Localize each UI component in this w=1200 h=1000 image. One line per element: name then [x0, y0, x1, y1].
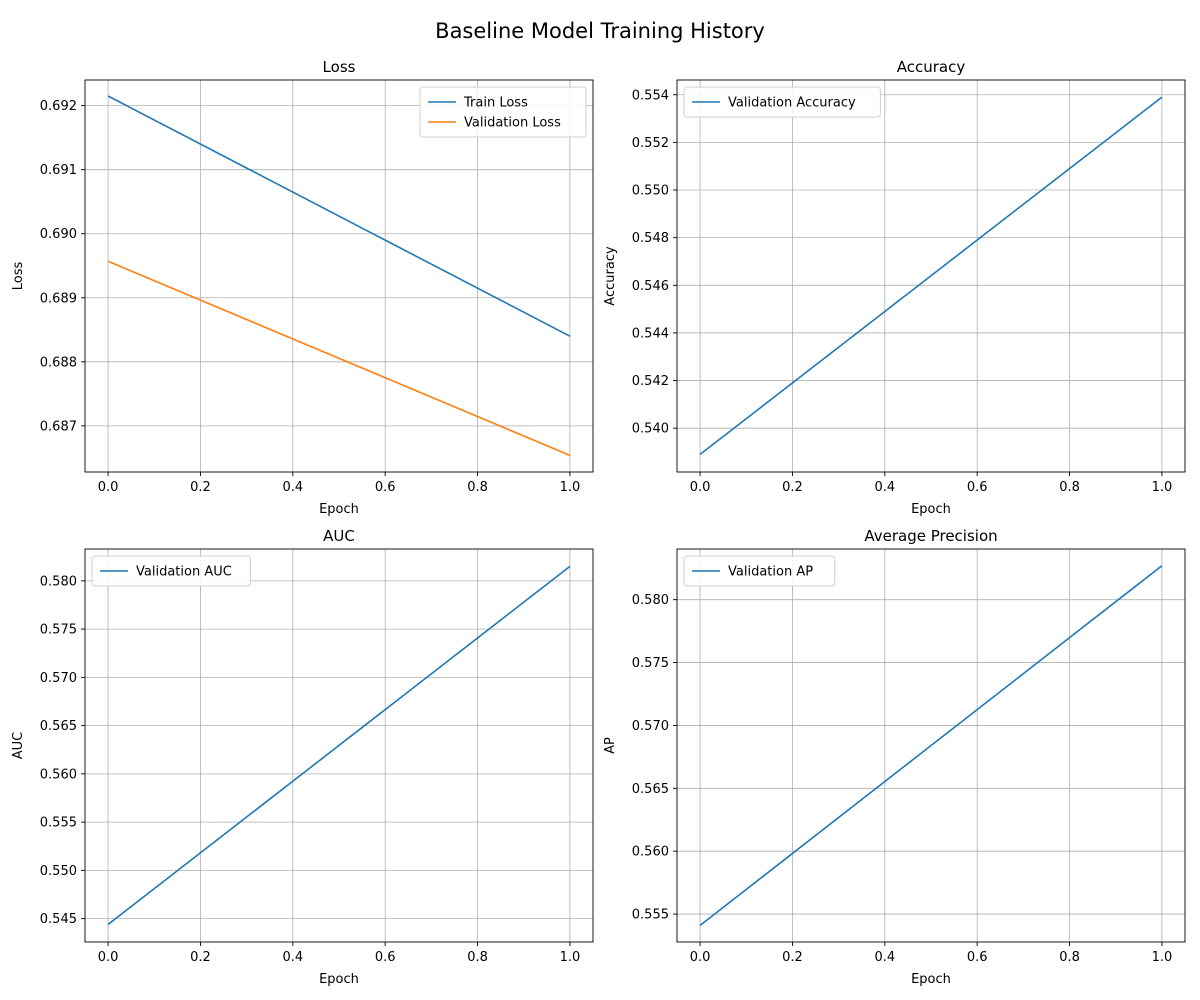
figure-suptitle: Baseline Model Training History — [435, 19, 765, 43]
accuracy-subplot: 0.0 0.2 0.4 0.6 0.8 1.0 0.540 0.542 0.544 0.546 0.… — [603, 58, 1186, 517]
legend-label-validation-auc: Validation AUC — [136, 565, 232, 580]
y-axis-label: AP — [603, 737, 618, 754]
x-tick-label: 0.8 — [467, 950, 488, 965]
axes-frame — [676, 548, 1186, 943]
x-tick-label: 0.8 — [467, 480, 488, 495]
x-tick-label: 0.8 — [1059, 950, 1080, 965]
x-axis-label: Epoch — [911, 502, 951, 517]
legend-label-validation-accuracy: Validation Accuracy — [728, 96, 856, 111]
y-tick-label: 0.570 — [40, 671, 77, 686]
y-tick-label: 0.691 — [40, 163, 77, 178]
y-tick-label: 0.542 — [632, 374, 669, 389]
y-tick-label: 0.560 — [40, 767, 77, 782]
x-axis-label: Epoch — [319, 502, 359, 517]
subplot-title: AUC — [323, 527, 355, 545]
subplot-title: Loss — [323, 58, 356, 76]
validation-loss-line — [107, 260, 571, 457]
y-tick-label: 0.692 — [40, 99, 77, 114]
y-tick-label: 0.550 — [40, 864, 77, 879]
y-tick-label: 0.550 — [632, 184, 669, 199]
x-tick-label: 0.2 — [782, 950, 803, 965]
y-tick-label: 0.689 — [40, 291, 77, 306]
auc-subplot: 0.0 0.2 0.4 0.6 0.8 1.0 0.545 0.550 0.555 0.560 0.… — [11, 527, 594, 987]
y-tick-label: 0.548 — [632, 231, 669, 246]
legend-frame — [683, 86, 881, 118]
validation-auc-line — [107, 565, 571, 926]
y-tick-label: 0.554 — [632, 88, 669, 103]
axes-frame — [84, 548, 594, 943]
y-tick-label: 0.565 — [632, 782, 669, 797]
x-tick-label: 0.0 — [690, 950, 711, 965]
x-tick-label: 0.6 — [375, 480, 396, 495]
x-tick-label: 0.2 — [190, 480, 211, 495]
legend-frame — [683, 555, 836, 587]
legend: Validation Accuracy — [683, 86, 881, 118]
y-tick-label: 0.580 — [40, 574, 77, 589]
subplot-title: Accuracy — [897, 58, 966, 76]
y-axis-label: Accuracy — [603, 246, 618, 306]
legend: Train Loss Validation Loss — [419, 86, 587, 138]
y-tick-label: 0.546 — [632, 279, 669, 294]
y-tick-label: 0.580 — [632, 593, 669, 608]
legend-frame — [419, 86, 587, 138]
x-tick-label: 0.0 — [98, 950, 119, 965]
y-tick-label: 0.565 — [40, 719, 77, 734]
y-tick-label: 0.545 — [40, 912, 77, 927]
legend: Validation AUC — [91, 555, 251, 587]
train-loss-line — [107, 95, 571, 337]
x-tick-label: 0.6 — [967, 950, 988, 965]
y-tick-label: 0.690 — [40, 227, 77, 242]
legend-label-train-loss: Train Loss — [463, 96, 528, 111]
x-tick-label: 0.2 — [190, 950, 211, 965]
x-tick-label: 1.0 — [1152, 950, 1173, 965]
x-axis-label: Epoch — [911, 972, 951, 987]
axes-frame — [676, 79, 1186, 473]
y-tick-label: 0.575 — [40, 623, 77, 638]
y-tick-label: 0.555 — [632, 908, 669, 923]
y-tick-label: 0.555 — [40, 816, 77, 831]
x-axis-label: Epoch — [319, 972, 359, 987]
x-tick-label: 0.0 — [690, 480, 711, 495]
subplot-grid: 0.0 0.2 0.4 0.6 0.8 1.0 0.687 0.688 0.689 0.690 0.… — [11, 58, 1186, 987]
x-tick-label: 0.0 — [98, 480, 119, 495]
legend-label-validation-loss: Validation Loss — [464, 116, 561, 131]
x-tick-label: 0.4 — [282, 950, 303, 965]
y-tick-label: 0.544 — [632, 326, 669, 341]
x-tick-label: 0.4 — [282, 480, 303, 495]
y-tick-label: 0.687 — [40, 419, 77, 434]
y-tick-label: 0.570 — [632, 719, 669, 734]
validation-ap-line — [699, 565, 1163, 927]
y-tick-label: 0.540 — [632, 422, 669, 437]
y-axis-label: Loss — [11, 262, 26, 291]
y-tick-label: 0.560 — [632, 845, 669, 860]
y-tick-label: 0.552 — [632, 136, 669, 151]
y-tick-label: 0.575 — [632, 656, 669, 671]
validation-accuracy-line — [699, 96, 1163, 456]
legend: Validation AP — [683, 555, 836, 587]
x-tick-label: 0.6 — [375, 950, 396, 965]
y-axis-label: AUC — [11, 732, 26, 760]
loss-subplot: 0.0 0.2 0.4 0.6 0.8 1.0 0.687 0.688 0.689 0.690 0.… — [11, 58, 594, 517]
y-tick-label: 0.688 — [40, 355, 77, 370]
x-tick-label: 0.4 — [874, 480, 895, 495]
legend-frame — [91, 555, 251, 587]
average-precision-subplot: 0.0 0.2 0.4 0.6 0.8 1.0 0.555 0.560 0.565 0.570 0.… — [603, 527, 1186, 987]
x-tick-label: 0.2 — [782, 480, 803, 495]
x-tick-label: 1.0 — [560, 480, 581, 495]
x-tick-label: 0.8 — [1059, 480, 1080, 495]
x-tick-label: 1.0 — [560, 950, 581, 965]
legend-label-validation-ap: Validation AP — [728, 565, 813, 580]
axes-frame — [84, 79, 594, 473]
x-tick-label: 0.4 — [874, 950, 895, 965]
x-tick-label: 1.0 — [1152, 480, 1173, 495]
x-tick-label: 0.6 — [967, 480, 988, 495]
subplot-title: Average Precision — [864, 527, 997, 545]
